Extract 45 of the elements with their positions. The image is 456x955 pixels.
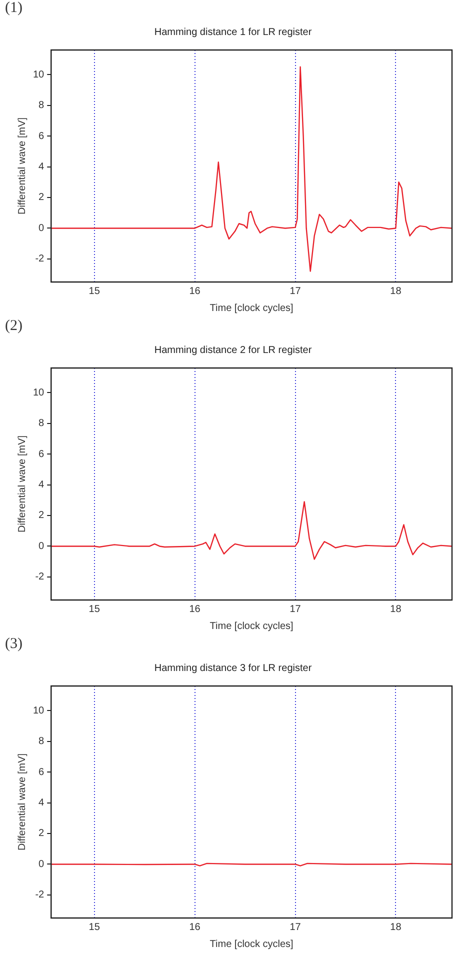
text: (3) [5, 636, 22, 653]
x-tick-label: 18 [390, 604, 402, 615]
x-tick-label: 17 [290, 286, 302, 297]
y-tick-label: -2 [35, 254, 45, 265]
y-tick-label: 6 [38, 766, 45, 778]
chart-title: Hamming distance 1 for LR register [154, 26, 312, 38]
y-tick-label: 8 [38, 418, 45, 430]
chart-title: Hamming distance 3 for LR register [154, 662, 312, 674]
y-tick-label: 0 [38, 540, 45, 552]
x-tick-label: 15 [88, 604, 100, 615]
y-tick-label: -2 [35, 890, 45, 901]
y-tick-label: 8 [38, 100, 45, 112]
x-tick-label: 15 [88, 922, 100, 933]
y-axis-title: Differential wave [mV] [16, 753, 28, 851]
y-tick-label: 2 [38, 192, 45, 204]
x-tick-label: 18 [390, 922, 402, 933]
y-tick-label: 6 [38, 130, 45, 142]
y-tick-label: 4 [38, 480, 45, 491]
y-axis-title: Differential wave [mV] [16, 117, 28, 215]
y-tick-label: -2 [35, 572, 45, 583]
y-tick-label: 2 [38, 828, 45, 840]
x-axis-title: Time [clock cycles] [210, 938, 294, 950]
x-tick-label: 16 [189, 286, 201, 297]
y-tick-label: 4 [38, 162, 45, 173]
y-tick-label: 10 [33, 387, 45, 398]
x-tick-label: 17 [290, 604, 302, 615]
text: (1) [5, 0, 22, 17]
x-tick-label: 15 [88, 286, 100, 297]
chart-title: Hamming distance 2 for LR register [154, 344, 312, 356]
y-tick-label: 8 [38, 736, 45, 748]
y-tick-label: 0 [38, 858, 45, 870]
y-tick-label: 10 [33, 69, 45, 80]
x-axis-title: Time [clock cycles] [210, 620, 294, 632]
x-tick-label: 18 [390, 286, 402, 297]
x-tick-label: 16 [189, 604, 201, 615]
y-axis-title: Differential wave [mV] [16, 435, 28, 533]
y-tick-label: 10 [33, 705, 45, 716]
x-tick-label: 17 [290, 922, 302, 933]
y-tick-label: 4 [38, 798, 45, 809]
y-tick-label: 2 [38, 510, 45, 522]
text: (2) [5, 318, 22, 335]
y-tick-label: 0 [38, 222, 45, 234]
x-axis-title: Time [clock cycles] [210, 302, 294, 314]
y-tick-label: 6 [38, 448, 45, 460]
x-tick-label: 16 [189, 922, 201, 933]
